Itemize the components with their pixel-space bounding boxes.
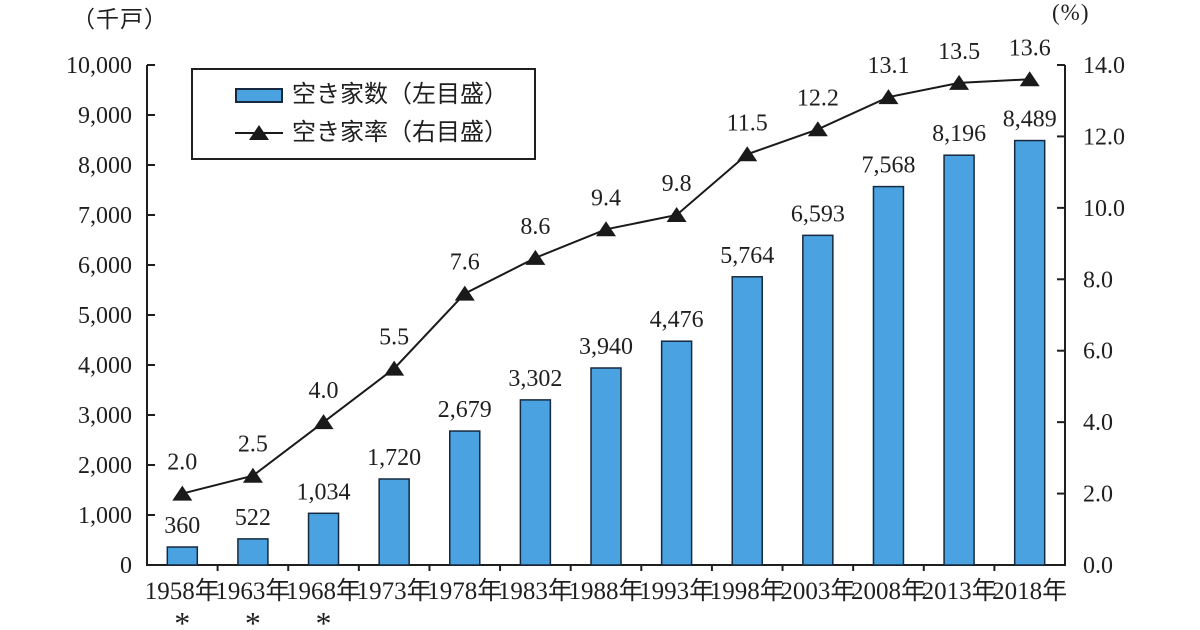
x-category-label: 2013年 — [922, 577, 997, 605]
right-axis-tick-label: 6.0 — [1083, 339, 1113, 365]
x-category-label: 1973年 — [357, 577, 432, 605]
footnote-asterisk: * — [316, 605, 332, 630]
left-axis-tick-label: 5,000 — [78, 303, 132, 329]
left-axis-tick-label: 7,000 — [78, 203, 132, 229]
bar-value-label: 3,940 — [579, 334, 633, 360]
left-axis-tick-label: 4,000 — [78, 353, 132, 379]
right-axis-tick-label: 12.0 — [1083, 124, 1125, 150]
x-category-label: 1983年 — [498, 577, 573, 605]
rate-value-label: 12.2 — [797, 85, 839, 111]
right-axis-tick-label: 4.0 — [1083, 410, 1113, 436]
rate-marker-triangle-icon — [737, 146, 758, 162]
line-marker-swatch-icon — [235, 124, 283, 140]
rate-marker-triangle-icon — [596, 221, 616, 237]
rate-value-label: 9.8 — [662, 171, 692, 197]
x-category-label: 1993年 — [639, 577, 714, 605]
x-category-label: 2003年 — [780, 577, 855, 605]
left-axis-tick-label: 2,000 — [78, 453, 132, 479]
bar-value-label: 522 — [235, 505, 271, 531]
bar-value-label: 5,764 — [720, 243, 774, 269]
bar — [660, 340, 693, 566]
left-axis-tick-label: 6,000 — [78, 253, 132, 279]
rate-value-label: 4.0 — [309, 378, 339, 404]
rate-marker-triangle-icon — [384, 360, 405, 376]
x-category-label: 1998年 — [710, 577, 785, 605]
bar-value-label: 360 — [164, 513, 200, 539]
bar-value-label: 8,196 — [932, 121, 986, 147]
right-axis-tick-label: 0.0 — [1083, 553, 1113, 579]
legend-item-vacant-count: 空き家数（左目盛） — [235, 83, 534, 107]
rate-marker-triangle-icon — [1019, 71, 1040, 87]
rate-marker-triangle-icon — [949, 74, 970, 90]
rate-marker-triangle-icon — [313, 414, 334, 430]
bar — [943, 154, 975, 566]
bar — [519, 399, 552, 566]
rate-value-label: 13.6 — [1009, 35, 1051, 61]
left-axis-unit-label: （千戸） — [72, 7, 168, 32]
bar — [590, 367, 622, 566]
x-category-label: 2018年 — [992, 577, 1067, 605]
left-axis-tick-label: 9,000 — [78, 103, 132, 129]
bar-value-label: 2,679 — [438, 397, 492, 423]
footnote-asterisk: * — [174, 605, 190, 630]
rate-marker-triangle-icon — [172, 485, 193, 501]
left-axis-tick-label: 0 — [120, 553, 132, 579]
bar-value-label: 3,302 — [508, 366, 562, 392]
right-axis-tick-label: 8.0 — [1083, 267, 1113, 293]
right-axis-tick-label: 10.0 — [1083, 196, 1125, 222]
rate-value-label: 8.6 — [520, 214, 550, 240]
legend-line-label: 空き家率（右目盛） — [292, 119, 508, 146]
right-axis-tick-label: 2.0 — [1083, 482, 1113, 508]
rate-marker-triangle-icon — [242, 467, 263, 483]
x-category-label: 1978年 — [427, 577, 502, 605]
bar — [307, 512, 340, 566]
rate-marker-triangle-icon — [454, 285, 475, 301]
legend-item-vacancy-rate: 空き家率（右目盛） — [235, 121, 534, 145]
bar-value-label: 7,568 — [861, 153, 915, 179]
bar-value-label: 8,489 — [1003, 107, 1057, 133]
rate-value-label: 9.4 — [591, 185, 621, 211]
rate-value-label: 5.5 — [379, 325, 409, 351]
bar — [802, 234, 834, 566]
x-category-label: 1988年 — [568, 577, 643, 605]
x-category-label: 1968年 — [286, 577, 361, 605]
x-category-label: 2008年 — [851, 577, 926, 605]
left-axis-tick-label: 10,000 — [66, 53, 132, 79]
bar — [378, 478, 410, 566]
rate-value-label: 2.0 — [167, 450, 197, 476]
legend: 空き家数（左目盛） 空き家率（右目盛） — [191, 68, 536, 160]
left-axis-tick-label: 1,000 — [78, 503, 132, 529]
right-axis-tick-label: 14.0 — [1083, 53, 1125, 79]
bar-swatch-icon — [235, 87, 283, 103]
bar-value-label: 1,720 — [367, 445, 421, 471]
rate-marker-triangle-icon — [525, 249, 546, 265]
bar — [1013, 139, 1046, 566]
bar-value-label: 4,476 — [650, 307, 704, 333]
bar — [731, 276, 763, 566]
rate-value-label: 13.1 — [867, 53, 909, 79]
bar-value-label: 1,034 — [297, 479, 351, 505]
left-axis-tick-label: 8,000 — [78, 153, 132, 179]
bar — [166, 546, 199, 566]
rate-value-label: 11.5 — [727, 110, 768, 136]
rate-marker-triangle-icon — [666, 207, 687, 222]
rate-value-label: 13.5 — [938, 39, 980, 65]
left-axis-tick-label: 3,000 — [78, 403, 132, 429]
bar-value-label: 6,593 — [791, 201, 845, 227]
bar — [237, 538, 269, 566]
footnote-asterisk: * — [245, 605, 261, 630]
rate-marker-triangle-icon — [807, 121, 828, 137]
x-category-label: 1963年 — [215, 577, 290, 605]
rate-marker-triangle-icon — [878, 89, 899, 105]
rate-value-label: 2.5 — [238, 432, 268, 458]
legend-bar-label: 空き家数（左目盛） — [292, 82, 508, 109]
rate-value-label: 7.6 — [450, 250, 480, 276]
right-axis-unit-label: (%) — [1052, 0, 1090, 25]
bar — [449, 430, 481, 566]
x-category-label: 1958年 — [145, 577, 220, 605]
bar — [872, 185, 905, 566]
